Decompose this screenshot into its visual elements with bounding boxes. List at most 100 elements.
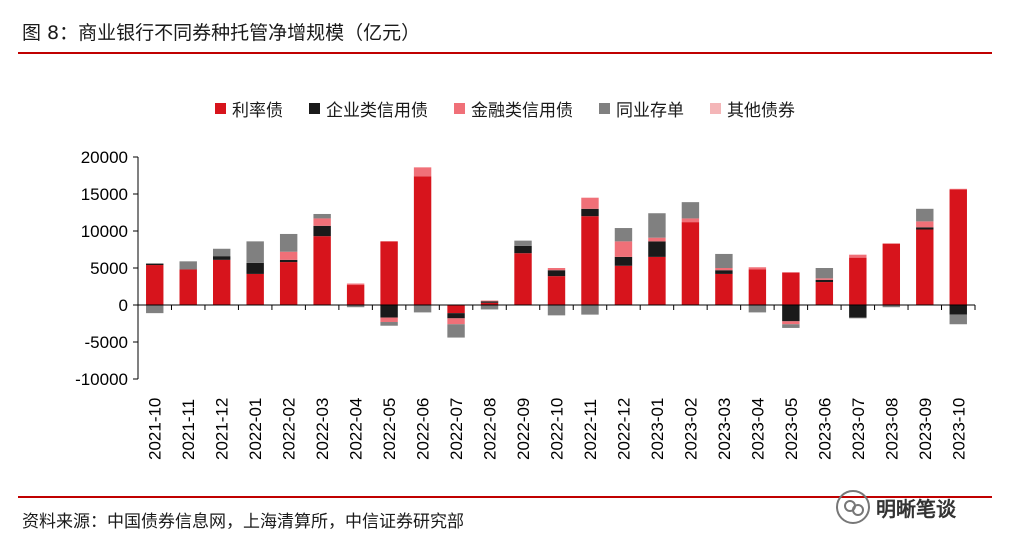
- bar-segment: [715, 253, 733, 268]
- bar-segment: [815, 282, 834, 305]
- bar-segment: [514, 240, 532, 246]
- bar-segment: [146, 263, 164, 266]
- bar-segment: [916, 208, 934, 222]
- bar-segment: [681, 218, 700, 223]
- bar-segment: [212, 259, 231, 305]
- x-tick-label: 2022-05: [380, 398, 399, 460]
- bar-segment: [413, 167, 432, 177]
- bar-segment: [882, 243, 901, 305]
- bar-segment: [581, 208, 599, 217]
- x-tick-label: 2021-11: [179, 399, 198, 460]
- bar-segment: [146, 265, 164, 305]
- bar-segment: [279, 262, 298, 305]
- y-tick-label: -10000: [75, 370, 128, 389]
- chart-title: 图 8：商业银行不同券种托管净增规模（亿元）: [22, 22, 421, 44]
- bar-segment: [581, 197, 599, 209]
- bar-segment: [681, 222, 700, 305]
- bar-segment: [246, 273, 264, 305]
- bar-segment: [547, 270, 566, 277]
- legend-label: 企业类信用债: [326, 101, 428, 121]
- bar-segment: [648, 213, 666, 238]
- bar-segment: [313, 218, 331, 226]
- bar-segment: [246, 262, 264, 274]
- legend-item: 同业存单: [599, 96, 684, 121]
- legend-item: 利率债: [215, 96, 283, 121]
- bar-segment: [313, 236, 331, 305]
- y-tick-label: -5000: [85, 333, 128, 352]
- bar-segment: [480, 301, 499, 303]
- bar-segment: [447, 313, 465, 319]
- x-tick-label: 2023-01: [648, 398, 667, 460]
- bar-segment: [916, 221, 934, 228]
- chart-legend: 利率债 企业类信用债 金融类信用债 同业存单 其他债券: [0, 96, 1010, 121]
- bar-segment: [949, 189, 967, 305]
- bar-segment: [413, 305, 432, 313]
- bar-segment: [547, 305, 566, 316]
- bar-segment: [413, 176, 432, 305]
- source-divider: [18, 496, 992, 498]
- bar-segment: [480, 305, 499, 310]
- bar-segment: [480, 300, 499, 302]
- legend-swatch: [599, 103, 610, 114]
- legend-item: 企业类信用债: [309, 96, 428, 121]
- bar-segment: [782, 324, 800, 328]
- x-tick-label: 2022-06: [414, 398, 433, 460]
- bar-segment: [380, 305, 398, 318]
- x-tick-label: 2022-10: [548, 398, 567, 460]
- bar-segment: [949, 188, 967, 190]
- y-tick-label: 15000: [81, 185, 128, 204]
- bar-segment: [346, 305, 365, 308]
- bar-segment: [581, 305, 599, 315]
- x-tick-label: 2022-02: [280, 398, 299, 460]
- bar-segment: [380, 317, 398, 323]
- bar-segment: [648, 237, 666, 242]
- bar-segment: [849, 317, 867, 319]
- x-tick-label: 2023-08: [882, 398, 901, 460]
- bar-segment: [648, 256, 666, 305]
- x-tick-label: 2023-10: [949, 398, 968, 460]
- legend-swatch: [215, 103, 226, 114]
- bar-segment: [547, 268, 566, 271]
- legend-item: 金融类信用债: [454, 96, 573, 121]
- bar-segment: [514, 245, 532, 254]
- bar-segment: [782, 321, 800, 325]
- bar-segment: [179, 261, 197, 270]
- legend-label: 同业存单: [616, 101, 684, 121]
- source-note: 资料来源：中国债券信息网，上海清算所，中信证券研究部: [22, 512, 464, 532]
- title-divider: [18, 52, 992, 54]
- x-tick-label: 2022-07: [447, 398, 466, 460]
- bar-segment: [380, 322, 398, 326]
- bar-segment: [849, 305, 867, 318]
- bar-segment: [748, 267, 767, 270]
- bar-segment: [279, 251, 298, 260]
- legend-label: 利率债: [232, 101, 283, 121]
- bar-segment: [581, 216, 599, 305]
- bar-segment: [447, 305, 465, 314]
- x-tick-label: 2022-09: [514, 398, 533, 460]
- bar-segment: [346, 283, 365, 286]
- bar-segment: [815, 268, 834, 279]
- bar-segment: [380, 241, 398, 305]
- bar-segment: [882, 305, 901, 308]
- bar-segment: [916, 229, 934, 305]
- bar-segment: [815, 279, 834, 283]
- bar-segment: [748, 269, 767, 305]
- y-tick-label: 0: [119, 296, 128, 315]
- legend-swatch: [309, 103, 320, 114]
- bar-segment: [447, 324, 465, 338]
- bar-segment: [279, 233, 298, 252]
- x-tick-label: 2023-03: [715, 398, 734, 460]
- bar-segment: [614, 228, 633, 242]
- bar-segment: [614, 265, 633, 305]
- bar-segment: [212, 248, 231, 257]
- x-tick-label: 2023-02: [681, 398, 700, 460]
- x-tick-label: 2023-07: [849, 398, 868, 460]
- bar-segment: [916, 227, 934, 230]
- x-tick-label: 2021-10: [146, 398, 165, 460]
- bar-segment: [346, 285, 365, 305]
- legend-item: 其他债券: [710, 96, 795, 121]
- bar-segment: [648, 241, 666, 257]
- bar-segment: [949, 305, 967, 315]
- bar-segment: [246, 241, 264, 263]
